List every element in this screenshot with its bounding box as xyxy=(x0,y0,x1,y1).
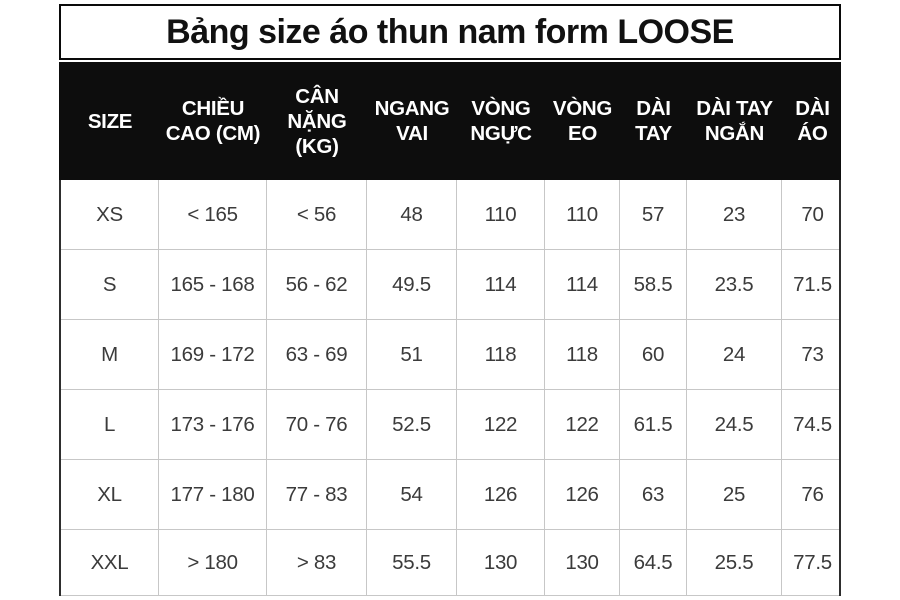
table-cell: > 83 xyxy=(267,530,367,595)
row-xxl: XXL > 180 > 83 55.5 130 130 64.5 25.5 77… xyxy=(61,530,839,596)
row-xl: XL 177 - 180 77 - 83 54 126 126 63 25 76 xyxy=(61,460,839,530)
table-cell: 110 xyxy=(545,180,620,249)
table-cell: 130 xyxy=(545,530,620,595)
table-cell: 126 xyxy=(457,460,545,529)
size-label: S xyxy=(61,250,159,319)
table-cell: 114 xyxy=(545,250,620,319)
col-header-vong-nguc: VÒNG NGỰC xyxy=(470,97,532,145)
col-header-size: SIZE xyxy=(87,109,133,133)
row-m: M 169 - 172 63 - 69 51 118 118 60 24 73 xyxy=(61,320,839,390)
table-cell: 118 xyxy=(457,320,545,389)
table-cell: 64.5 xyxy=(620,530,687,595)
table-cell: 24.5 xyxy=(687,390,782,459)
table-cell: 70 xyxy=(801,202,824,226)
size-label: XXL xyxy=(61,530,159,595)
table-cell: 52.5 xyxy=(367,390,457,459)
table-cell: 73 xyxy=(801,342,824,366)
table-cell: 74.5 xyxy=(793,412,832,436)
row-xs: XS < 165 < 56 48 110 110 57 23 70 xyxy=(61,180,839,250)
table-cell: 165 - 168 xyxy=(159,250,267,319)
table-cell: 122 xyxy=(457,390,545,459)
table-cell: 177 - 180 xyxy=(159,460,267,529)
table-cell: 58.5 xyxy=(620,250,687,319)
table-cell: 77.5 xyxy=(793,550,832,574)
table-cell: 71.5 xyxy=(793,272,832,296)
row-l: L 173 - 176 70 - 76 52.5 122 122 61.5 24… xyxy=(61,390,839,460)
table-cell: 122 xyxy=(545,390,620,459)
table-cell: < 56 xyxy=(267,180,367,249)
col-header-dai-ao: DÀI ÁO xyxy=(795,97,830,145)
table-cell: 63 xyxy=(620,460,687,529)
table-cell: 173 - 176 xyxy=(159,390,267,459)
col-header-ngang-vai: NGANG VAI xyxy=(374,97,450,145)
table-cell: > 180 xyxy=(159,530,267,595)
col-header-vong-eo: VÒNG EO xyxy=(552,97,613,145)
table-cell: 110 xyxy=(457,180,545,249)
col-header-chieu-cao: CHIỀU CAO (CM) xyxy=(165,97,261,145)
size-chart: Bảng size áo thun nam form LOOSE SIZE CH… xyxy=(59,4,841,596)
table-cell: 56 - 62 xyxy=(267,250,367,319)
table-cell: 61.5 xyxy=(620,390,687,459)
table-cell: 70 - 76 xyxy=(267,390,367,459)
table-cell: 118 xyxy=(545,320,620,389)
col-header-dai-tay-ngan: DÀI TAY NGẮN xyxy=(696,97,773,145)
table-cell: 49.5 xyxy=(367,250,457,319)
table-cell: 24 xyxy=(687,320,782,389)
table-cell: 130 xyxy=(457,530,545,595)
size-label: L xyxy=(61,390,159,459)
col-header-dai-tay: DÀI TAY xyxy=(635,97,672,145)
table-cell: 77 - 83 xyxy=(267,460,367,529)
table-cell: 48 xyxy=(367,180,457,249)
table-cell: 63 - 69 xyxy=(267,320,367,389)
table-cell: 51 xyxy=(367,320,457,389)
size-chart-title-box: Bảng size áo thun nam form LOOSE xyxy=(59,4,841,60)
table-cell: 23 xyxy=(687,180,782,249)
table-cell: 25 xyxy=(687,460,782,529)
row-s: S 165 - 168 56 - 62 49.5 114 114 58.5 23… xyxy=(61,250,839,320)
col-header-can-nang: CÂN NẶNG (KG) xyxy=(287,84,347,158)
table-cell: 76 xyxy=(801,482,824,506)
size-label: XS xyxy=(61,180,159,249)
table-cell: 114 xyxy=(457,250,545,319)
table-body: XS < 165 < 56 48 110 110 57 23 70 S 165 … xyxy=(59,180,841,596)
table-cell: 57 xyxy=(620,180,687,249)
size-label: XL xyxy=(61,460,159,529)
table-cell: 55.5 xyxy=(367,530,457,595)
table-cell: 54 xyxy=(367,460,457,529)
table-cell: 126 xyxy=(545,460,620,529)
table-header-row: SIZE CHIỀU CAO (CM) CÂN NẶNG (KG) NGANG … xyxy=(59,62,841,180)
table-cell: 23.5 xyxy=(687,250,782,319)
table-cell: 169 - 172 xyxy=(159,320,267,389)
table-cell: < 165 xyxy=(159,180,267,249)
table-cell: 60 xyxy=(620,320,687,389)
page-title: Bảng size áo thun nam form LOOSE xyxy=(166,12,734,51)
size-label: M xyxy=(61,320,159,389)
table-cell: 25.5 xyxy=(687,530,782,595)
